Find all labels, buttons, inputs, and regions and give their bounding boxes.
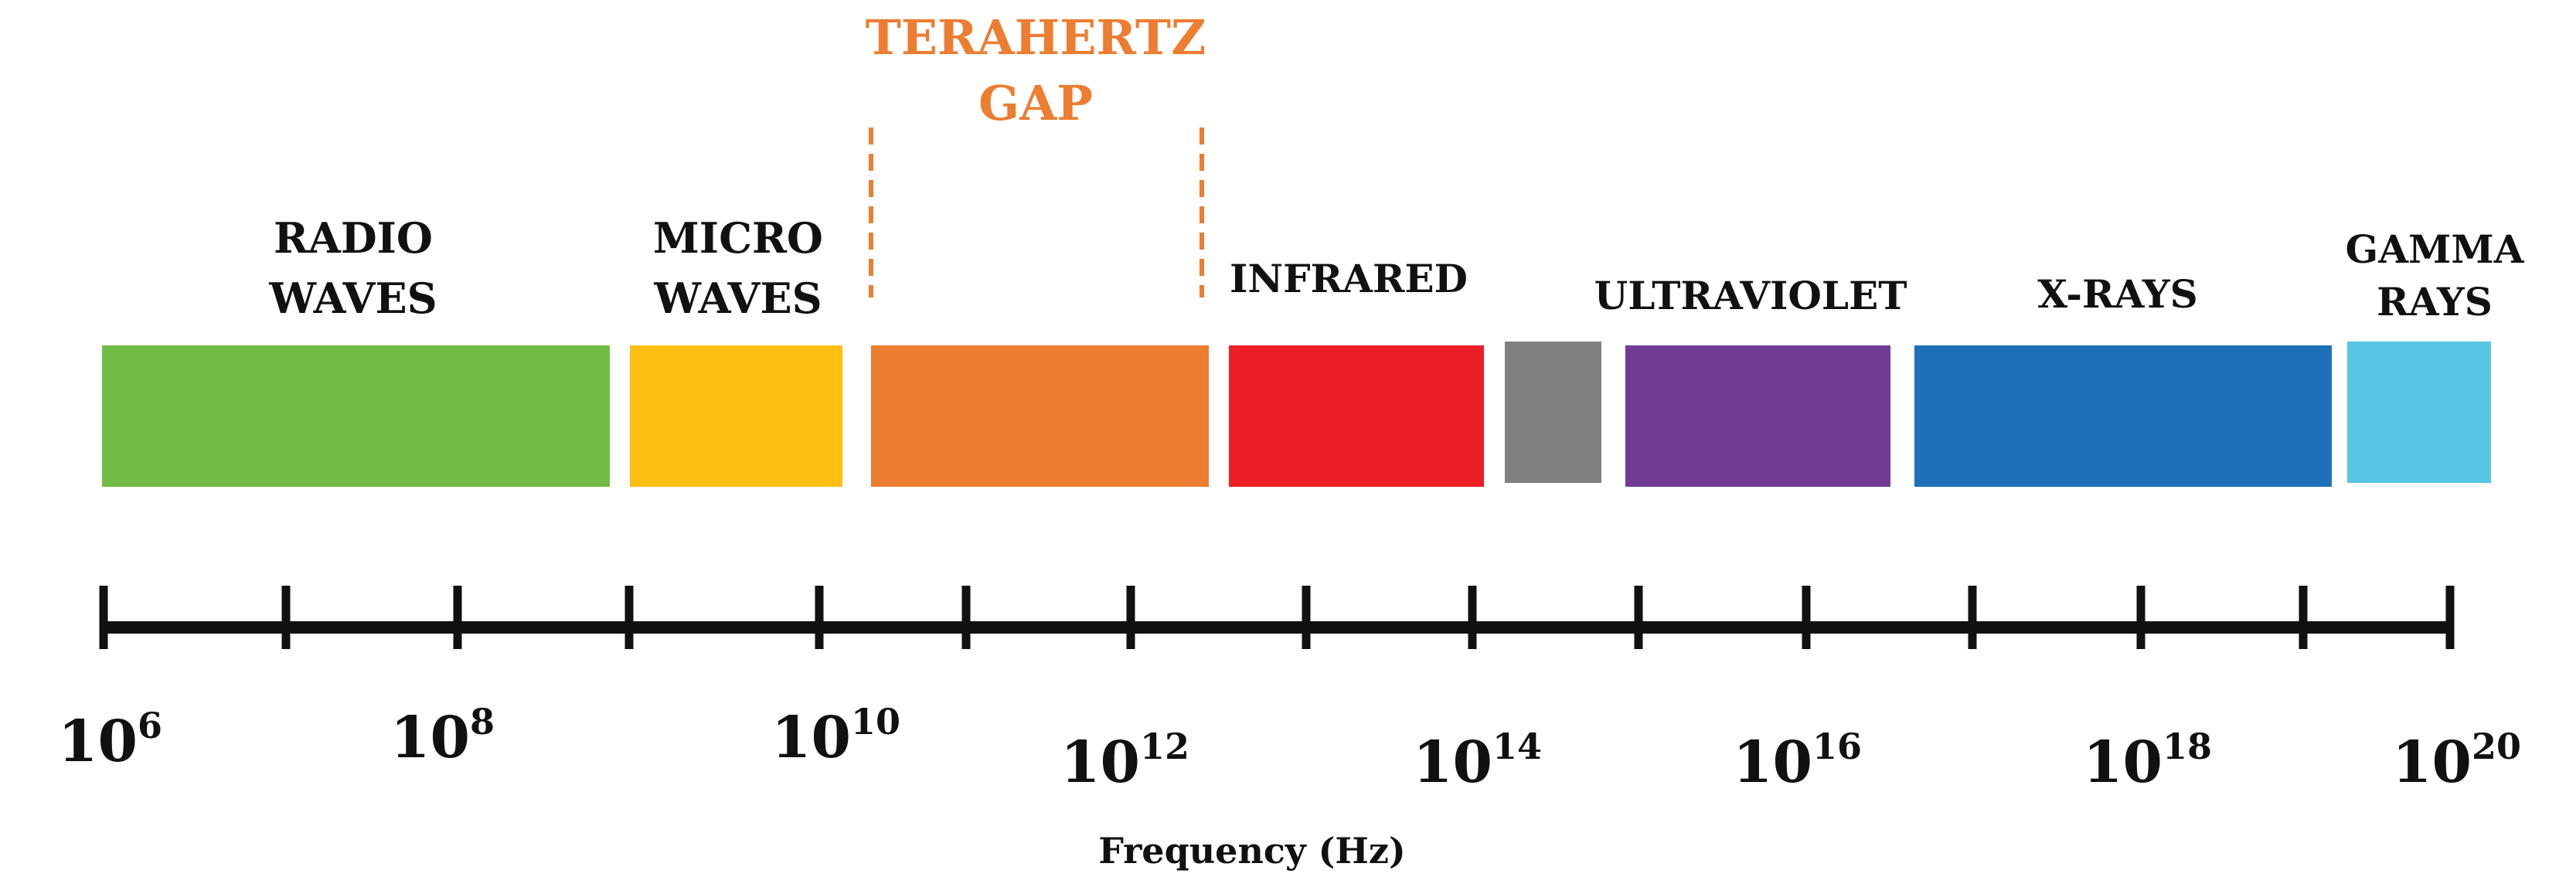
gamma-rays-label-line1: GAMMA <box>2346 226 2525 272</box>
gamma-rays-bar <box>2347 342 2491 483</box>
micro-waves-bar <box>630 345 842 487</box>
gamma-rays-label-line2: RAYS <box>2377 279 2493 325</box>
radio-waves-label-line1: RADIO <box>274 213 433 263</box>
radio-waves-label-line2: WAVES <box>268 274 437 323</box>
tick-label-1e10: 1010 <box>771 701 900 771</box>
tick-label-1e16: 1016 <box>1733 726 1862 796</box>
infrared-label: INFRARED <box>1230 256 1468 301</box>
axis-tick-labels: 106 108 1010 1012 1014 1016 1018 1020 <box>58 701 2521 796</box>
tick-label-1e6: 106 <box>58 705 162 775</box>
axis-title: Frequency (Hz) <box>1098 830 1406 872</box>
micro-waves-label-line1: MICRO <box>653 213 823 263</box>
x-rays-bar <box>1914 345 2332 487</box>
tick-label-1e18: 1018 <box>2083 726 2212 796</box>
tick-label-1e20: 1020 <box>2392 726 2521 796</box>
x-rays-label: X-RAYS <box>2037 271 2197 317</box>
axis-ticks <box>99 586 2455 649</box>
terahertz-gap-label-line2: GAP <box>978 75 1093 131</box>
radio-waves-bar <box>102 345 610 487</box>
terahertz-bar <box>871 345 1209 487</box>
visible-bar <box>1505 342 1601 483</box>
tick-label-1e8: 108 <box>390 701 495 771</box>
tick-label-1e14: 1014 <box>1413 726 1542 796</box>
infrared-bar <box>1229 345 1484 487</box>
terahertz-gap-label-line1: TERAHERTZ <box>866 9 1206 66</box>
ultraviolet-label: ULTRAVIOLET <box>1594 273 1907 318</box>
frequency-axis <box>99 586 2455 649</box>
tick-label-1e12: 1012 <box>1060 726 1189 796</box>
micro-waves-label-line2: WAVES <box>653 274 822 323</box>
ultraviolet-bar <box>1625 345 1890 487</box>
